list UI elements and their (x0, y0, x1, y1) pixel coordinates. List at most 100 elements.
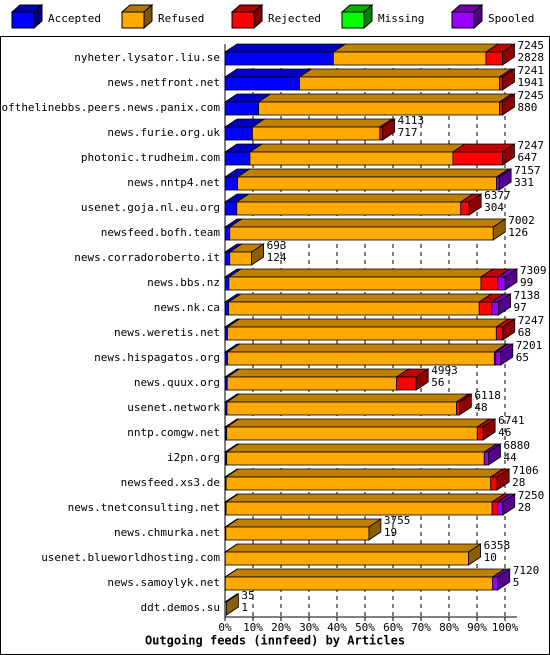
bar-side (368, 518, 382, 541)
offered-label: 7245 (517, 39, 544, 52)
bar-top (227, 268, 495, 278)
y-tick-label: endofthelinebbs.peers.news.panix.com (0, 101, 220, 114)
bar (252, 126, 381, 141)
bar (498, 76, 503, 91)
bar-top (225, 443, 498, 453)
y-tick-label: news.tnetconsulting.net (68, 501, 220, 514)
legend-label: Rejected (268, 12, 321, 25)
bar (224, 126, 253, 141)
y-tick-label: news.weretis.net (114, 326, 220, 339)
bar-top (225, 393, 470, 403)
offered-label: 7250 (518, 489, 545, 502)
bar (228, 276, 482, 291)
bar-top (223, 68, 313, 78)
y-tick-label: news.nk.ca (154, 301, 220, 314)
bar (226, 401, 457, 416)
accepted-label: 2828 (517, 51, 544, 64)
bar (224, 551, 470, 566)
bar-side (468, 193, 482, 216)
bar (452, 151, 503, 166)
x-tick-label: 80% (439, 621, 459, 634)
accepted-label: 647 (517, 151, 537, 164)
y-tick-label: usenet.blueworldhosting.com (41, 551, 220, 564)
bar-side (488, 443, 501, 466)
y-tick-label: news.corradoroberto.it (74, 251, 220, 264)
offered-label: 4113 (398, 114, 425, 127)
accepted-label: 10 (484, 551, 497, 564)
y-tick-label: i2pn.org (167, 451, 220, 464)
bar (226, 376, 398, 391)
offered-label: 693 (267, 239, 287, 252)
accepted-label: 46 (498, 426, 511, 439)
bar (491, 301, 499, 316)
x-tick-label: 90% (467, 621, 487, 634)
bar-side (468, 543, 482, 566)
bar-side (382, 118, 396, 141)
bar (224, 251, 231, 266)
y-tick-label: news.netfront.net (107, 76, 220, 89)
bar (456, 401, 460, 416)
bar-side (500, 343, 514, 366)
accepted-label: 124 (267, 251, 287, 264)
bar (224, 201, 238, 216)
y-tick-label: usenet.network (127, 401, 220, 414)
bar (495, 326, 504, 341)
bar-top (224, 518, 383, 528)
chart-title: Outgoing feeds (innfeed) by Articles (145, 634, 405, 648)
offered-label: 7247 (518, 314, 545, 327)
x-tick-label: 50% (355, 621, 375, 634)
bar-side (502, 68, 515, 91)
bar-top (228, 218, 507, 228)
offered-label: 7157 (514, 164, 541, 177)
offered-label: 7241 (517, 64, 544, 77)
legend-swatch (121, 11, 145, 29)
y-tick-label: news.chmurka.net (114, 526, 220, 539)
offered-label: 6377 (484, 189, 511, 202)
y-tick-label: photonic.trudheim.com (81, 151, 220, 164)
legend-swatch (451, 11, 475, 29)
y-tick-label: ddt.demos.su (141, 601, 220, 614)
bar-top (298, 68, 513, 78)
bar-side (502, 143, 515, 166)
bar-top (236, 168, 510, 178)
bar-side (415, 368, 429, 391)
bar (490, 476, 498, 491)
legend-label: Missing (378, 12, 424, 25)
bar (236, 201, 462, 216)
bar (476, 426, 484, 441)
offered-label: 7247 (517, 139, 544, 152)
offered-label: 4993 (431, 364, 458, 377)
bar (224, 51, 334, 66)
offered-label: 7138 (514, 289, 541, 302)
bar-top (226, 318, 510, 328)
bar (332, 51, 487, 66)
bar (460, 201, 470, 216)
accepted-label: 331 (514, 176, 534, 189)
bar (224, 176, 238, 191)
offered-label: 7120 (513, 564, 540, 577)
bar-side (498, 168, 512, 191)
bar-top (226, 343, 508, 353)
x-tick-label: 60% (383, 621, 403, 634)
bar-side (251, 243, 265, 266)
legend-label: Accepted (48, 12, 101, 25)
x-tick-label: 30% (299, 621, 319, 634)
bar (258, 101, 500, 116)
bar (224, 151, 251, 166)
bar (228, 301, 480, 316)
x-tick-label: 10% (243, 621, 263, 634)
offered-label: 6358 (484, 539, 511, 552)
bar-top (223, 543, 482, 553)
bar-top (332, 43, 500, 53)
y-tick-label: news.nntp4.net (127, 176, 220, 189)
bar-side (496, 468, 510, 491)
bar (483, 451, 489, 466)
offered-label: 3755 (384, 514, 411, 527)
bar (225, 501, 493, 516)
bar (497, 501, 504, 516)
y-tick-label: usenet.goja.nl.eu.org (81, 201, 220, 214)
bar-top (248, 143, 467, 153)
bar (491, 501, 499, 516)
bar (497, 276, 506, 291)
